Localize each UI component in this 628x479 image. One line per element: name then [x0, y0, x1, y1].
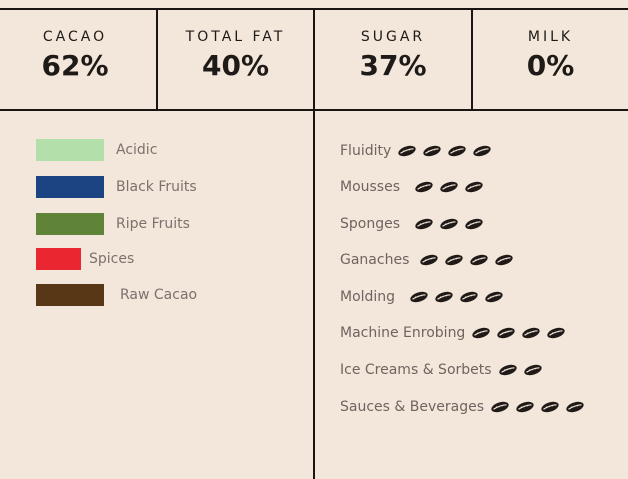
cacao-bean-icon [498, 364, 518, 376]
cacao-bean-icon [472, 145, 492, 157]
usage-rating [490, 401, 590, 413]
cacao-bean-icon [565, 401, 585, 413]
stat-value: 62% [41, 49, 109, 82]
legend-item-raw-cacao: Raw Cacao [36, 283, 197, 307]
usage-item-sponges: Sponges [340, 212, 489, 236]
stat-label: MILK [527, 29, 574, 45]
stat-label: CACAO [42, 29, 108, 45]
stat-total-fat: TOTAL FAT 40% [158, 10, 313, 110]
stat-value: 0% [526, 49, 575, 82]
stat-sugar: SUGAR 37% [315, 10, 471, 110]
legend-swatch [36, 284, 104, 306]
legend-label: Raw Cacao [120, 287, 198, 303]
usage-label: Sauces & Beverages [340, 399, 485, 415]
usage-rating [498, 364, 548, 376]
stat-value: 37% [359, 49, 427, 82]
stats-divider-1 [156, 8, 158, 111]
cacao-bean-icon [422, 145, 442, 157]
stat-milk: MILK 0% [473, 10, 628, 110]
cacao-bean-icon [439, 218, 459, 230]
cacao-bean-icon [523, 364, 543, 376]
stat-cacao: CACAO 62% [0, 10, 156, 110]
usage-item-sauces-beverages: Sauces & Beverages [340, 395, 590, 419]
cacao-bean-icon [419, 254, 439, 266]
stats-divider-2 [313, 8, 315, 479]
legend-item-acidic: Acidic [36, 138, 157, 162]
usage-item-fluidity: Fluidity [340, 139, 497, 163]
usage-label: Fluidity [340, 143, 392, 159]
cacao-bean-icon [494, 254, 514, 266]
cacao-bean-icon [490, 401, 510, 413]
legend-label: Spices [89, 251, 135, 267]
cacao-bean-icon [414, 218, 434, 230]
cacao-bean-icon [464, 218, 484, 230]
legend-item-spices: Spices [36, 247, 134, 271]
usage-rating [414, 218, 489, 230]
legend-label: Ripe Fruits [116, 216, 190, 232]
legend-swatch [36, 213, 104, 235]
cacao-bean-icon [464, 181, 484, 193]
usage-item-ice-creams-sorbets: Ice Creams & Sorbets [340, 358, 548, 382]
usage-rating [419, 254, 519, 266]
cacao-bean-icon [521, 327, 541, 339]
legend-swatch [36, 248, 81, 270]
legend-item-black-fruits: Black Fruits [36, 175, 197, 199]
cacao-bean-icon [459, 291, 479, 303]
usage-item-mousses: Mousses [340, 175, 489, 199]
cacao-bean-icon [515, 401, 535, 413]
legend-swatch [36, 176, 104, 198]
cacao-bean-icon [434, 291, 454, 303]
usage-label: Ice Creams & Sorbets [340, 362, 492, 378]
usage-rating [397, 145, 497, 157]
cacao-bean-icon [496, 327, 516, 339]
cacao-bean-icon [471, 327, 491, 339]
stat-label: TOTAL FAT [185, 29, 286, 45]
usage-item-machine-enrobing: Machine Enrobing [340, 321, 571, 345]
usage-label: Machine Enrobing [340, 325, 466, 341]
usage-label: Molding [340, 289, 396, 305]
cacao-bean-icon [540, 401, 560, 413]
usage-rating [409, 291, 509, 303]
stat-value: 40% [201, 49, 270, 82]
cacao-bean-icon [397, 145, 417, 157]
cacao-bean-icon [469, 254, 489, 266]
usage-label: Mousses [340, 179, 401, 195]
legend-swatch [36, 139, 104, 161]
legend-label: Black Fruits [116, 179, 197, 195]
cacao-bean-icon [484, 291, 504, 303]
legend-label: Acidic [116, 142, 158, 158]
cacao-bean-icon [414, 181, 434, 193]
legend-item-ripe-fruits: Ripe Fruits [36, 212, 190, 236]
usage-item-molding: Molding [340, 285, 509, 309]
cacao-bean-icon [447, 145, 467, 157]
cacao-bean-icon [409, 291, 429, 303]
usage-label: Ganaches [340, 252, 410, 268]
stats-divider-3 [471, 8, 473, 111]
cacao-bean-icon [439, 181, 459, 193]
stat-label: SUGAR [360, 29, 426, 45]
usage-label: Sponges [340, 216, 401, 232]
usage-item-ganaches: Ganaches [340, 248, 519, 272]
usage-rating [471, 327, 571, 339]
cacao-bean-icon [546, 327, 566, 339]
cacao-bean-icon [444, 254, 464, 266]
usage-rating [414, 181, 489, 193]
